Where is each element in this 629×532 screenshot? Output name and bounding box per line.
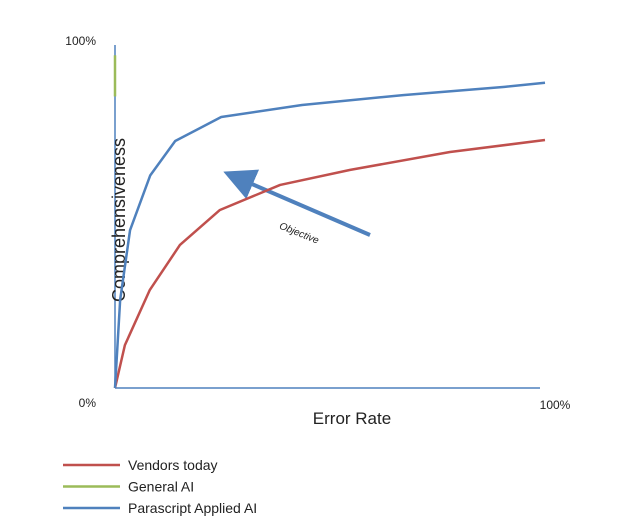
line bbox=[113, 81, 546, 389]
x-tick-label: 100% bbox=[540, 398, 571, 412]
legend-label: Vendors today bbox=[128, 457, 218, 473]
annotation: Objective bbox=[278, 221, 321, 247]
y-tick-label: 100% bbox=[65, 34, 96, 48]
legend-label: General AI bbox=[128, 479, 194, 495]
x-axis-label: Error Rate bbox=[313, 409, 391, 428]
line bbox=[113, 138, 546, 389]
y-axis-label: Comprehensiveness bbox=[109, 138, 129, 302]
legend-label: Parascript Applied AI bbox=[128, 500, 257, 516]
y-tick-label: 0% bbox=[79, 396, 97, 410]
objective-arrow bbox=[223, 169, 371, 237]
